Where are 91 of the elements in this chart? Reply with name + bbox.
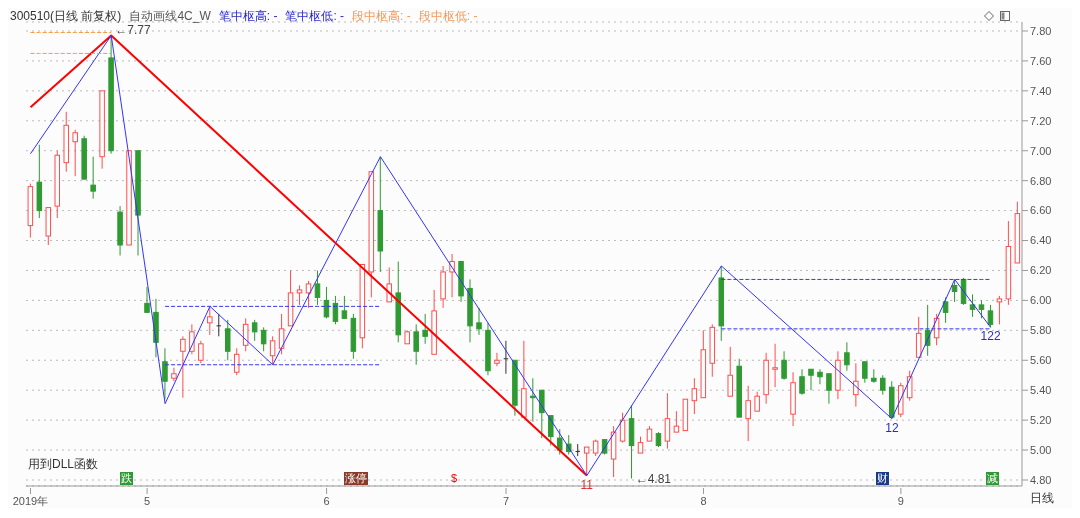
candlestick bbox=[341, 295, 348, 319]
candlestick bbox=[422, 313, 428, 345]
candlestick bbox=[144, 286, 150, 313]
candlestick bbox=[260, 326, 267, 352]
candlestick bbox=[180, 335, 186, 399]
annotation: 财 bbox=[876, 472, 889, 485]
candlestick bbox=[853, 362, 859, 408]
y-tick-label: 6.80 bbox=[1030, 174, 1052, 187]
candlestick bbox=[826, 373, 832, 405]
y-tick-label: 6.40 bbox=[1030, 234, 1052, 247]
candlestick bbox=[386, 266, 393, 303]
candlestick bbox=[691, 377, 698, 415]
y-tick-label: 5.80 bbox=[1030, 324, 1052, 337]
candlestick bbox=[162, 347, 168, 400]
annotation: 涨停 bbox=[344, 472, 368, 485]
y-tick-label: 7.40 bbox=[1030, 84, 1052, 97]
x-tick-label: 6 bbox=[323, 495, 330, 507]
candlestick bbox=[673, 410, 680, 433]
annotation: 段中枢低: - bbox=[418, 8, 478, 25]
candlestick bbox=[754, 391, 760, 412]
candlestick bbox=[171, 367, 177, 382]
annotation: 用到DLL函数 bbox=[28, 456, 99, 473]
candlestick bbox=[413, 323, 419, 366]
candlestick bbox=[880, 374, 886, 396]
x-tick-label: 8 bbox=[700, 495, 707, 507]
candlestick bbox=[90, 156, 96, 200]
annotation: 12 bbox=[885, 420, 899, 435]
x-tick-label: 9 bbox=[897, 495, 904, 507]
annotation: ←4.81 bbox=[635, 471, 672, 486]
text: 日线 bbox=[1030, 490, 1054, 507]
candlestick bbox=[862, 361, 868, 384]
y-tick-label: 5.40 bbox=[1030, 384, 1052, 397]
candlestick bbox=[548, 415, 554, 447]
candlestick bbox=[951, 278, 958, 303]
candlestick bbox=[198, 340, 204, 364]
candlestick bbox=[557, 428, 563, 456]
y-tick-label: 7.60 bbox=[1030, 54, 1052, 67]
candlestick bbox=[494, 352, 500, 367]
annotation: 11 bbox=[580, 477, 594, 492]
y-tick-label: 7.80 bbox=[1030, 24, 1052, 37]
y-tick-label: 7.20 bbox=[1030, 114, 1052, 127]
chart-subtitle: 自动画线4C_W bbox=[129, 8, 211, 25]
candlestick bbox=[269, 335, 276, 366]
annotation: ←7.77 bbox=[115, 23, 151, 38]
candlestick bbox=[772, 343, 778, 388]
candlestick bbox=[969, 293, 976, 318]
candlestick bbox=[583, 446, 590, 477]
annotation: 段中枢高: - bbox=[352, 8, 411, 25]
x-tick-label: 2019年 bbox=[12, 495, 49, 507]
x-tick-label: 7 bbox=[502, 495, 510, 507]
candlestick bbox=[808, 368, 814, 391]
candlestick bbox=[225, 319, 231, 361]
candlestick bbox=[251, 319, 258, 342]
candlestick bbox=[207, 307, 213, 336]
y-tick-label: 7.00 bbox=[1030, 144, 1052, 157]
candlestick bbox=[305, 280, 312, 309]
candlestick bbox=[233, 347, 240, 376]
y-tick-label: 5.60 bbox=[1030, 354, 1052, 367]
candlestick bbox=[72, 129, 78, 177]
annotation: 跌 bbox=[120, 472, 133, 485]
candlestick bbox=[539, 389, 545, 439]
y-tick-label: 6.60 bbox=[1030, 204, 1052, 217]
y-tick-label: 6.00 bbox=[1030, 294, 1052, 307]
candlestick bbox=[996, 295, 1003, 325]
candlestick bbox=[296, 284, 303, 306]
y-tick-label: 5.20 bbox=[1030, 414, 1052, 427]
candlestick bbox=[799, 368, 805, 396]
chart-title: 300510(日线 前复权) bbox=[10, 8, 122, 25]
candlestick bbox=[817, 368, 823, 385]
candlestick bbox=[915, 316, 922, 358]
candlestick bbox=[476, 307, 482, 336]
candlestick bbox=[781, 350, 787, 381]
y-tick-label: 4.80 bbox=[1030, 473, 1052, 486]
annotation: 122 bbox=[980, 329, 1001, 344]
annotation: 笔中枢低: - bbox=[285, 8, 345, 25]
candlestick bbox=[844, 341, 850, 372]
candlestick bbox=[314, 269, 321, 306]
candlestick bbox=[906, 370, 913, 402]
y-tick-label: 6.20 bbox=[1030, 264, 1052, 277]
candlestick bbox=[664, 392, 671, 450]
annotation: 笔中枢高: - bbox=[218, 8, 278, 25]
candlestick bbox=[745, 385, 751, 442]
annotation: $ bbox=[450, 472, 459, 485]
candlestick bbox=[987, 304, 994, 328]
y-tick-label: 5.00 bbox=[1030, 443, 1052, 456]
x-tick-label: 5 bbox=[144, 495, 151, 507]
candlestick bbox=[574, 443, 581, 457]
annotation: 减 bbox=[986, 472, 999, 485]
candlestick bbox=[323, 286, 330, 319]
candlestick bbox=[727, 346, 733, 397]
candlestick bbox=[242, 317, 249, 352]
